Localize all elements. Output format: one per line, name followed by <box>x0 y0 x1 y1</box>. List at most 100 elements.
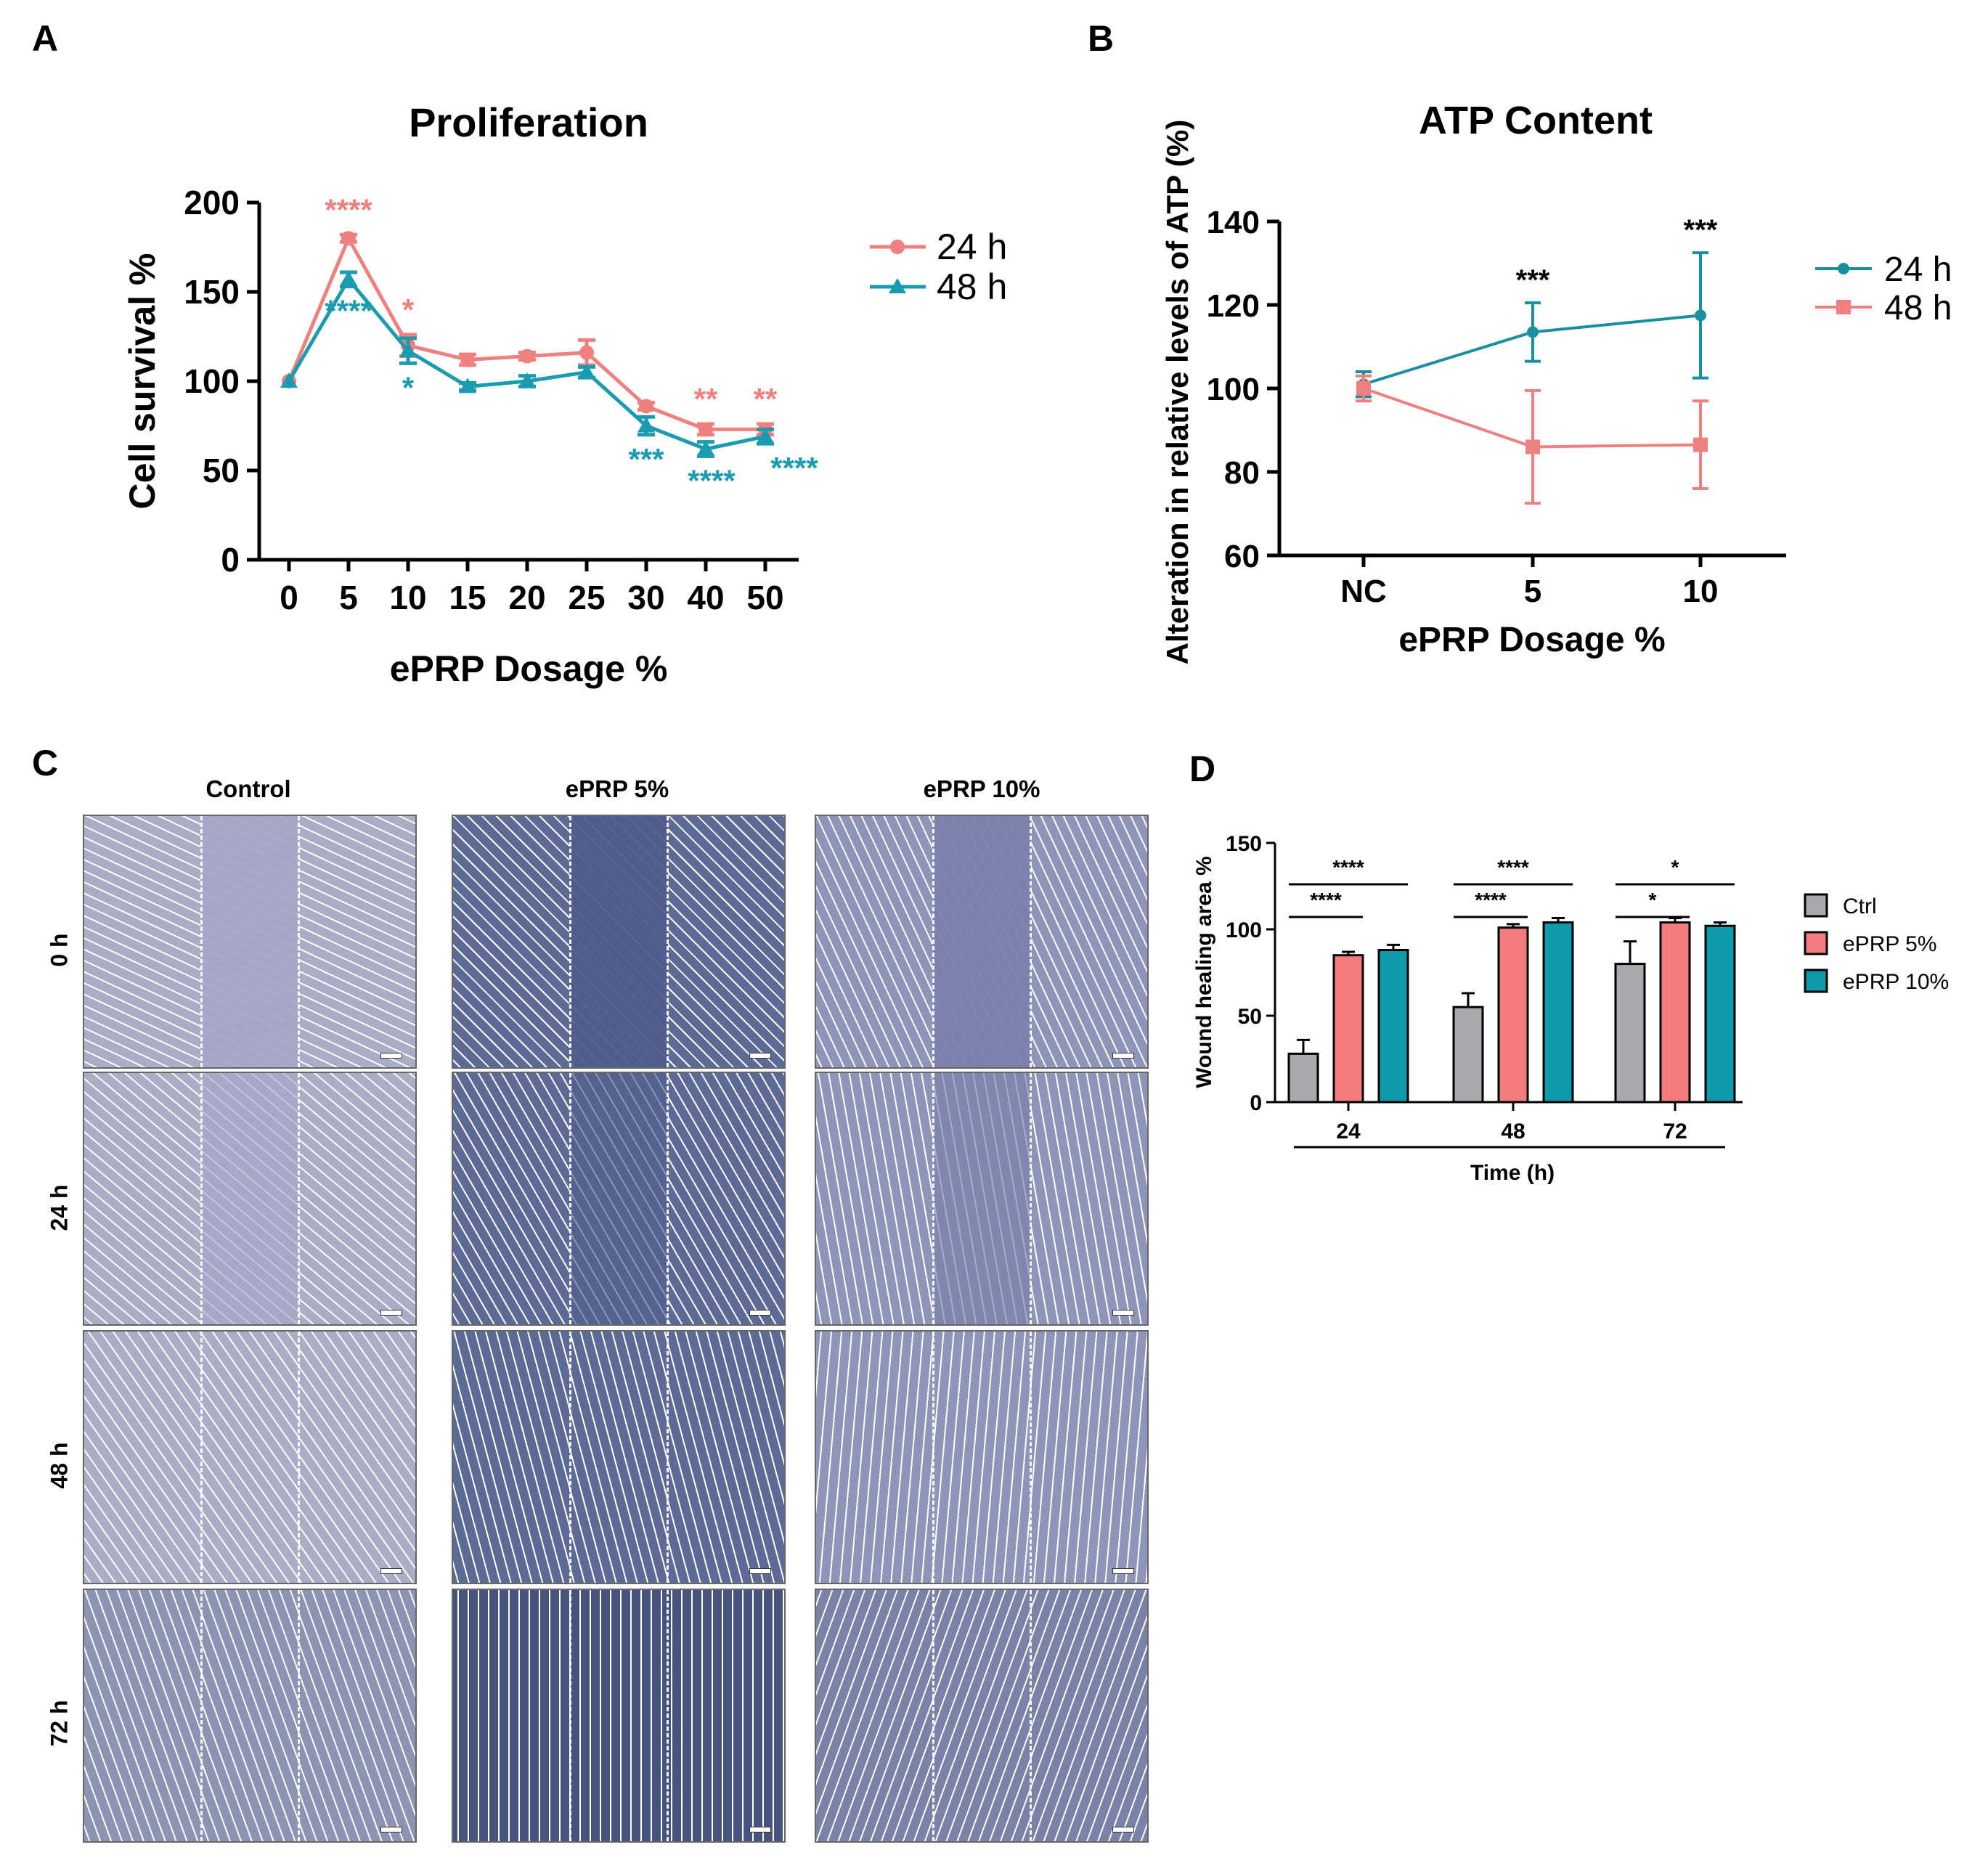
data-point <box>1527 326 1539 338</box>
scale-bar <box>380 1568 402 1574</box>
significance-label: * <box>1671 856 1679 878</box>
wound-edge-dashed-line <box>569 1073 571 1324</box>
bar <box>1659 921 1691 1104</box>
data-point <box>757 428 774 444</box>
wound-gap-zone <box>200 816 300 1067</box>
panel-a-chart: Proliferation 0 50 100 150 200 0 5 10 15 20 25 30 40 5… <box>122 99 1007 689</box>
wound-edge-dashed-line <box>932 1073 934 1324</box>
y-tick-label: 150 <box>184 273 240 311</box>
significance-label: ** <box>754 382 778 416</box>
y-tick-label: 100 <box>184 362 240 400</box>
data-point <box>579 345 594 360</box>
x-tick-label: 20 <box>508 579 545 616</box>
x-tick-label: 15 <box>449 579 486 616</box>
data-point <box>341 231 356 246</box>
data-point <box>639 399 653 414</box>
bar <box>1452 1006 1484 1104</box>
x-tick-label: 25 <box>568 579 605 616</box>
wound-edge-dashed-line <box>298 816 301 1067</box>
y-tick-label: 150 <box>1226 832 1262 856</box>
significance-label: * <box>402 293 415 327</box>
microscopy-image <box>452 1072 786 1326</box>
data-point <box>578 363 595 379</box>
data-point <box>460 352 475 367</box>
legend-label: ePRP 5% <box>1843 932 1937 956</box>
x-tick-label: 10 <box>389 579 426 616</box>
wound-edge-dashed-line <box>932 1332 934 1583</box>
panel-letter-c: C <box>32 743 59 783</box>
wound-edge-dashed-line <box>932 816 934 1067</box>
wound-gap-zone <box>569 1073 669 1324</box>
wound-gap-zone <box>932 1073 1032 1324</box>
x-tick-label: 48 <box>1501 1120 1525 1144</box>
y-tick-label: 120 <box>1207 288 1260 324</box>
row-label-48h: 48 h <box>46 1442 73 1489</box>
scale-bar <box>749 1568 771 1574</box>
wound-edge-dashed-line <box>298 1073 301 1324</box>
legend-label: 48 h <box>937 266 1007 307</box>
scale-bar <box>380 1053 402 1059</box>
data-point <box>340 270 357 286</box>
significance-label: * <box>1649 889 1657 911</box>
wound-edge-dashed-line <box>667 816 669 1067</box>
significance-label: ** <box>694 382 718 416</box>
y-tick-label: 50 <box>203 452 240 489</box>
legend-label: Ctrl <box>1843 894 1877 918</box>
significance-label: **** <box>770 451 818 485</box>
legend-label: ePRP 10% <box>1843 970 1949 994</box>
y-tick-label: 140 <box>1207 205 1260 240</box>
x-tick-label: 10 <box>1683 574 1719 609</box>
wound-edge-dashed-line <box>569 1332 571 1583</box>
data-point <box>280 372 298 388</box>
bar <box>1377 949 1409 1104</box>
panel-b-chart: ATP Content 60 80 100 120 140 NC 5 10 ePRP Dosage… <box>1160 99 1952 664</box>
row-label-24h: 24 h <box>46 1184 73 1231</box>
scale-bar <box>1112 1310 1134 1316</box>
x-axis-label: Time (h) <box>1470 1161 1555 1185</box>
x-axis-label: ePRP Dosage % <box>390 648 668 689</box>
wound-gap-zone <box>200 1073 300 1324</box>
legend-marker <box>889 278 906 293</box>
wound-edge-dashed-line <box>298 1590 301 1841</box>
y-tick-label: 0 <box>221 541 240 579</box>
bar <box>1497 926 1529 1104</box>
bar <box>1704 924 1736 1104</box>
significance-label: *** <box>1516 264 1550 296</box>
bar <box>1542 921 1574 1104</box>
wound-gap-zone <box>569 816 669 1067</box>
microscopy-image <box>452 1589 786 1843</box>
legend-marker <box>1836 300 1851 314</box>
wound-edge-dashed-line <box>200 1073 203 1324</box>
data-point <box>1525 439 1540 454</box>
data-point <box>520 348 534 364</box>
x-tick-label: 5 <box>1524 574 1541 609</box>
data-point <box>1356 381 1371 396</box>
chart-title-atp: ATP Content <box>1419 99 1653 142</box>
column-title-eprp10: ePRP 10% <box>923 775 1040 802</box>
microscopy-image <box>815 1072 1149 1326</box>
data-point <box>459 378 476 394</box>
legend-marker <box>1838 263 1849 274</box>
legend-swatch <box>1804 931 1828 955</box>
data-point <box>637 417 655 433</box>
x-tick-label: 24 <box>1336 1120 1361 1144</box>
y-tick-label: 60 <box>1224 539 1260 574</box>
data-point <box>399 342 417 358</box>
significance-label: **** <box>688 463 736 497</box>
microscopy-image <box>83 815 417 1069</box>
significance-label: **** <box>1332 856 1364 878</box>
legend-label: 24 h <box>937 227 1007 267</box>
significance-label: **** <box>1310 889 1342 911</box>
bar <box>1614 963 1646 1104</box>
microscopy-image <box>452 1330 786 1584</box>
legend-label: 24 h <box>1884 250 1952 289</box>
legend-label: 48 h <box>1884 289 1952 327</box>
significance-label: **** <box>325 192 372 227</box>
x-tick-label: 30 <box>627 579 664 616</box>
data-point <box>698 422 713 437</box>
panel-d-chart: 0 50 100 150 24 48 72 Time (h) Wound healing are… <box>1192 832 1949 1185</box>
y-tick-label: 50 <box>1238 1005 1262 1029</box>
scale-bar <box>1112 1827 1134 1833</box>
wound-edge-dashed-line <box>200 1590 203 1841</box>
wound-edge-dashed-line <box>1030 1073 1032 1324</box>
